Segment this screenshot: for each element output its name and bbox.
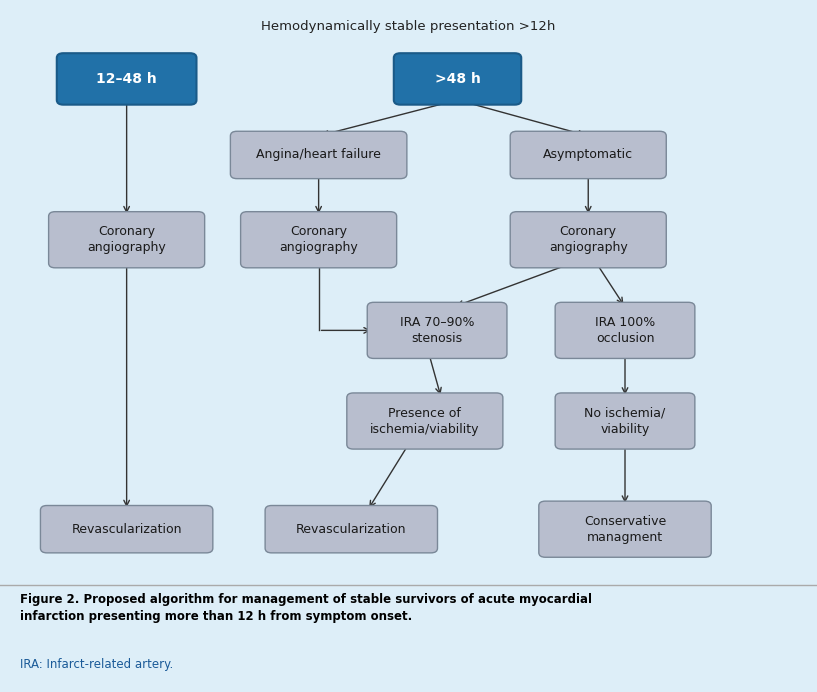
FancyBboxPatch shape (394, 53, 521, 104)
Text: Figure 2. Proposed algorithm for management of stable survivors of acute myocard: Figure 2. Proposed algorithm for managem… (20, 593, 592, 623)
Text: No ischemia/
viability: No ischemia/ viability (584, 406, 666, 435)
Text: 12–48 h: 12–48 h (96, 72, 157, 86)
FancyBboxPatch shape (555, 393, 694, 449)
Text: Coronary
angiography: Coronary angiography (549, 225, 627, 254)
Text: Revascularization: Revascularization (71, 522, 182, 536)
FancyBboxPatch shape (555, 302, 694, 358)
FancyBboxPatch shape (49, 212, 204, 268)
Text: Presence of
ischemia/viability: Presence of ischemia/viability (370, 406, 480, 435)
Text: Conservative
managment: Conservative managment (584, 515, 666, 544)
FancyBboxPatch shape (57, 53, 196, 104)
Text: IRA: Infarct-related artery.: IRA: Infarct-related artery. (20, 657, 174, 671)
Text: Angina/heart failure: Angina/heart failure (257, 149, 381, 161)
Text: IRA 100%
occlusion: IRA 100% occlusion (595, 316, 655, 345)
FancyBboxPatch shape (230, 131, 407, 179)
Text: Asymptomatic: Asymptomatic (543, 149, 633, 161)
FancyBboxPatch shape (240, 212, 397, 268)
Text: >48 h: >48 h (435, 72, 480, 86)
Text: Coronary
angiography: Coronary angiography (279, 225, 358, 254)
FancyBboxPatch shape (510, 212, 666, 268)
Text: Hemodynamically stable presentation >12h: Hemodynamically stable presentation >12h (261, 21, 556, 33)
FancyBboxPatch shape (40, 506, 212, 553)
Text: Revascularization: Revascularization (296, 522, 407, 536)
FancyBboxPatch shape (539, 501, 711, 557)
Text: IRA 70–90%
stenosis: IRA 70–90% stenosis (400, 316, 475, 345)
Text: Coronary
angiography: Coronary angiography (87, 225, 166, 254)
FancyBboxPatch shape (510, 131, 666, 179)
FancyBboxPatch shape (346, 393, 502, 449)
FancyBboxPatch shape (368, 302, 507, 358)
FancyBboxPatch shape (265, 506, 438, 553)
